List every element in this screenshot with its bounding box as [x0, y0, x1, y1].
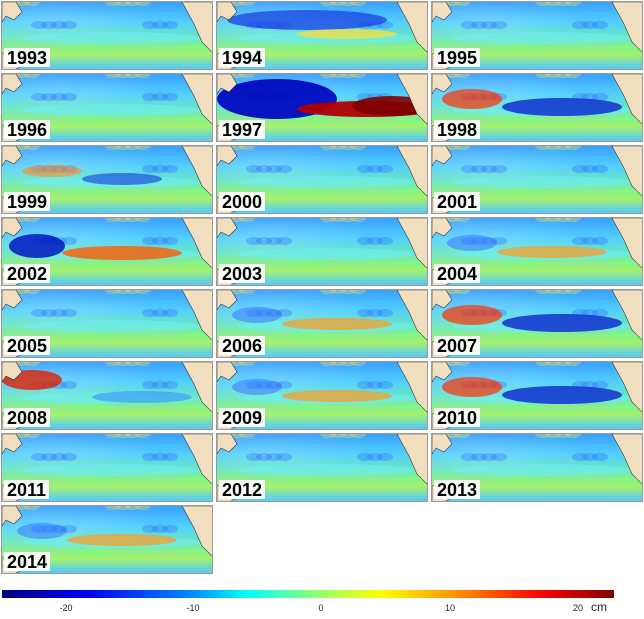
map-panel: 2000 — [216, 145, 428, 214]
panel-year-label: 1996 — [4, 120, 51, 139]
panel-year-label: 2010 — [434, 408, 481, 427]
anomaly-field — [432, 146, 642, 213]
map-panel: 1995 — [431, 1, 643, 70]
map-panel: 1993 — [1, 1, 213, 70]
anomaly-field — [2, 506, 212, 573]
panel-year-label: 1993 — [4, 48, 51, 67]
panel-year-label: 2014 — [4, 552, 51, 571]
panel-year-label: 1995 — [434, 48, 481, 67]
map-panel: 2007 — [431, 289, 643, 358]
panel-year-label: 2001 — [434, 192, 481, 211]
panel-year-label: 2012 — [219, 480, 266, 499]
panel-year-label: 2002 — [4, 264, 51, 283]
anomaly-field — [2, 146, 212, 213]
anomaly-field — [217, 434, 427, 501]
sea-level-anomaly-grid: 1993 1994 1995 1996 1997 1998 1999 2000 2001 2002… — [1, 1, 643, 574]
map-panel: 1998 — [431, 73, 643, 142]
map-panel: 2013 — [431, 433, 643, 502]
panel-year-label: 2009 — [219, 408, 266, 427]
map-panel: 2002 — [1, 217, 213, 286]
map-panel: 2012 — [216, 433, 428, 502]
colorbar-tick: -20 — [59, 603, 73, 613]
panel-year-label: 1998 — [434, 120, 481, 139]
panel-year-label: 2007 — [434, 336, 481, 355]
anomaly-field — [217, 146, 427, 213]
panel-year-label: 1997 — [219, 120, 266, 139]
anomaly-field — [432, 362, 642, 429]
panel-year-label: 1999 — [4, 192, 51, 211]
map-panel: 2014 — [1, 505, 213, 574]
map-panel: 2011 — [1, 433, 213, 502]
map-panel: 1999 — [1, 145, 213, 214]
map-panel: 1997 — [216, 73, 428, 142]
map-panel: 2005 — [1, 289, 213, 358]
colorbar-tick: 10 — [444, 603, 456, 613]
panel-year-label: 2008 — [4, 408, 51, 427]
panel-year-label: 2006 — [219, 336, 266, 355]
panel-year-label: 2003 — [219, 264, 266, 283]
colorbar-tick: 0 — [318, 603, 324, 613]
map-panel: 2001 — [431, 145, 643, 214]
map-panel: 2003 — [216, 217, 428, 286]
map-panel: 2006 — [216, 289, 428, 358]
panel-year-label: 2005 — [4, 336, 51, 355]
map-panel: 1996 — [1, 73, 213, 142]
map-panel: 2009 — [216, 361, 428, 430]
colorbar-tick: 20 — [572, 603, 584, 613]
panel-year-label: 2004 — [434, 264, 481, 283]
map-panel: 2004 — [431, 217, 643, 286]
panel-year-label: 1994 — [219, 48, 266, 67]
colorbar-unit: cm — [591, 600, 607, 614]
panel-year-label: 2013 — [434, 480, 481, 499]
anomaly-field — [2, 218, 212, 285]
anomaly-field — [432, 290, 642, 357]
panel-year-label: 2011 — [4, 480, 50, 499]
map-panel: 2010 — [431, 361, 643, 430]
colorbar-tick: -10 — [186, 603, 200, 613]
colorbar — [2, 590, 614, 598]
map-panel: 2008 — [1, 361, 213, 430]
map-panel: 1994 — [216, 1, 428, 70]
panel-year-label: 2000 — [219, 192, 266, 211]
